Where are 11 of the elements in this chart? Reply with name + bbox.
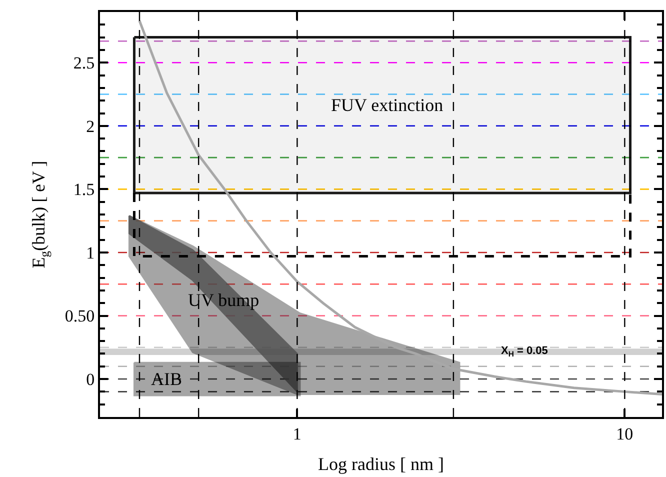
annotation: FUV extinction [331,95,444,115]
y-tick-label: 2 [86,116,95,136]
band-label: X$_{H}$ = 0.05 [501,345,548,358]
y-tick-label: 2.5 [73,54,95,73]
y-tick-label: 1.5 [73,180,95,200]
annotation: AIB [151,369,182,389]
x-axis-title: Log radius [ nm ] [318,454,444,474]
x-tick-label: 10 [616,424,634,444]
y-tick-label: 0.50 [64,306,95,326]
y-tick-label: 0 [86,370,95,389]
y-tick-label: 1 [86,243,95,262]
